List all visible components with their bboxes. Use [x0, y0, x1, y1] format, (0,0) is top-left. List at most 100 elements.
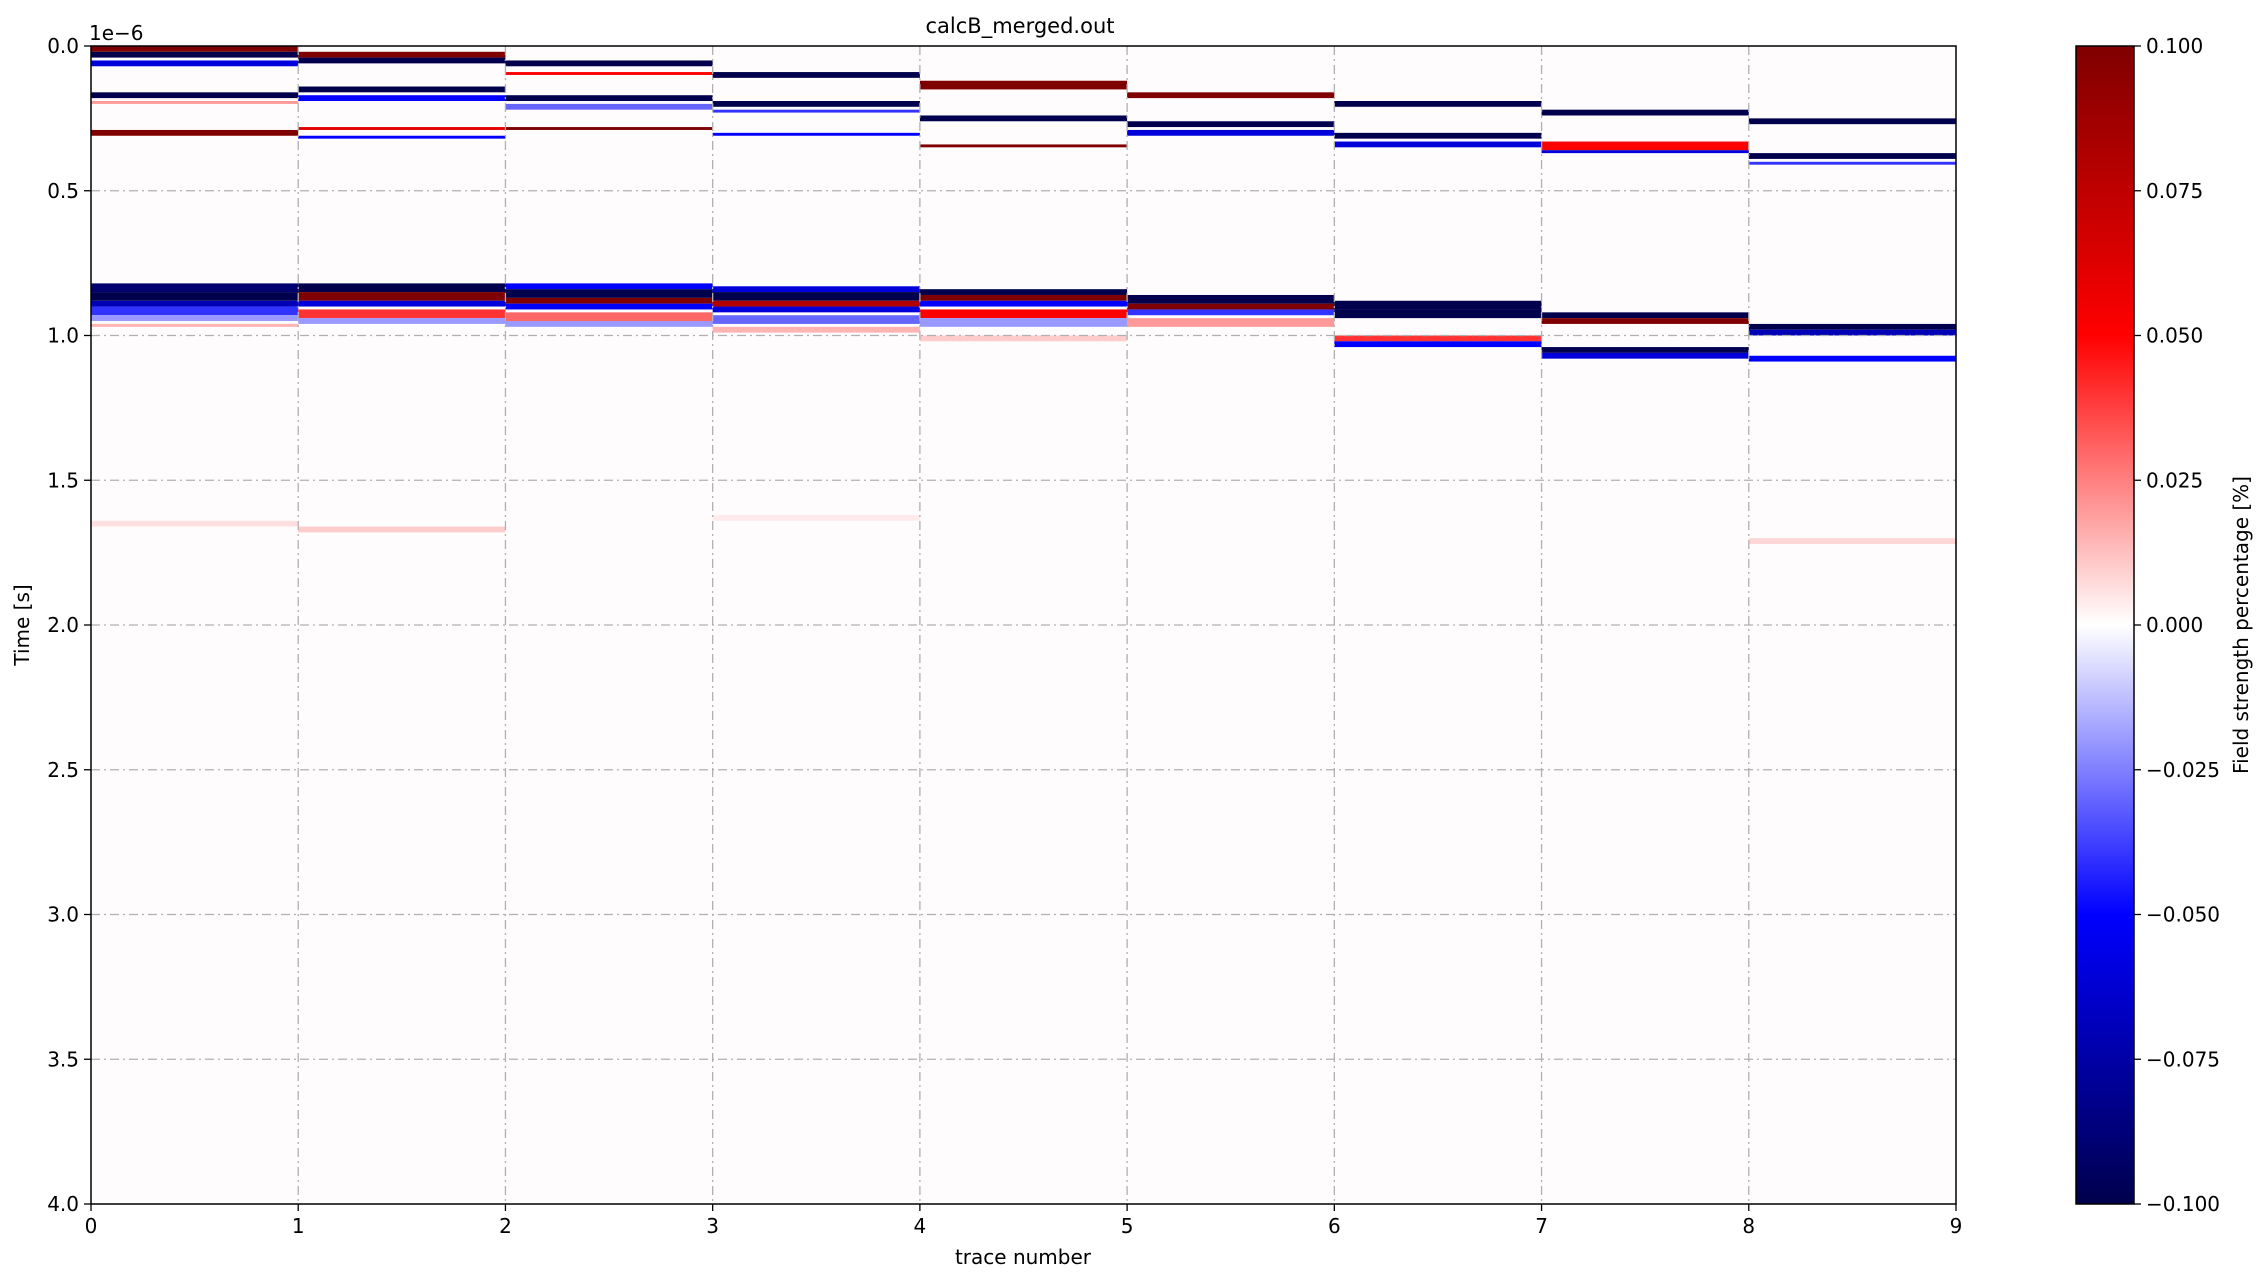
x-axis-ticks: 0 1 2 3 4 5 6 7 8 9: [85, 1204, 1963, 1238]
trace-8-band-2: [1748, 161, 1956, 165]
colorbar-tick-label-7: −0.075: [2146, 1047, 2220, 1071]
trace-0-band-10: [91, 315, 299, 322]
x-tick-label-5: 5: [1121, 1214, 1134, 1238]
trace-5-band-0: [1127, 92, 1335, 99]
y-tick-label-1: 1.0: [47, 324, 79, 348]
trace-1-band-6: [298, 283, 506, 293]
trace-7-band-3: [1541, 312, 1749, 319]
trace-3-band-10: [712, 514, 920, 521]
trace-5-band-6: [1127, 318, 1335, 327]
trace-4-band-5: [919, 300, 1128, 307]
x-tick-label-3: 3: [706, 1214, 719, 1238]
trace-2-band-7: [505, 297, 713, 304]
x-tick-label-6: 6: [1328, 1214, 1341, 1238]
trace-0-band-9: [91, 306, 299, 316]
y-tick-label-3.5: 3.5: [47, 1047, 79, 1071]
trace-5-band-1: [1127, 121, 1335, 128]
trace-4-band-8: [919, 335, 1128, 342]
y-axis-label: Time [s]: [10, 584, 34, 666]
trace-1-band-5: [298, 135, 506, 139]
trace-4-band-6: [919, 309, 1128, 319]
trace-4-band-3: [919, 289, 1128, 295]
trace-5-band-4: [1127, 303, 1335, 310]
trace-1-band-8: [298, 300, 506, 307]
trace-7-band-4: [1541, 318, 1749, 324]
trace-7-band-0: [1541, 109, 1749, 116]
trace-3-band-2: [712, 109, 920, 113]
x-tick-label-8: 8: [1742, 1214, 1755, 1238]
trace-5-band-2: [1127, 129, 1335, 136]
plot-area: 0 1 2 3 4 5 6 7 8 9 0.0 0.5 1.0 1.5 2.0 2.5 3.0 3.5 4.0: [47, 34, 1962, 1238]
trace-5-band-3: [1127, 294, 1335, 304]
trace-2-band-5: [505, 283, 713, 290]
colorbar-tick-label-2: 0.050: [2146, 324, 2203, 348]
x-tick-label-4: 4: [914, 1214, 927, 1238]
trace-2-band-1: [505, 72, 713, 75]
trace-0-band-8: [91, 300, 299, 307]
trace-2-band-4: [505, 127, 713, 130]
grid: [91, 46, 1956, 1204]
trace-7-band-5: [1541, 347, 1749, 353]
trace-1-band-2: [298, 86, 506, 93]
trace-0-band-12: [91, 520, 299, 527]
y-tick-label-4: 4.0: [47, 1192, 79, 1216]
trace-6-band-0: [1334, 101, 1542, 107]
x-tick-label-9: 9: [1950, 1214, 1963, 1238]
trace-1-band-3: [298, 95, 506, 102]
trace-8-band-0: [1748, 118, 1956, 125]
trace-2-band-10: [505, 321, 713, 327]
trace-7-band-2: [1541, 150, 1749, 154]
y-tick-label-1.5: 1.5: [47, 468, 79, 492]
trace-3-band-1: [712, 101, 920, 107]
trace-8-band-4: [1748, 329, 1956, 336]
trace-2-band-2: [505, 95, 713, 102]
colorbar-tick-label-1: 0.075: [2146, 179, 2203, 203]
trace-3-band-5: [712, 292, 920, 301]
y-tick-label-0: 0.0: [47, 34, 79, 58]
trace-2-band-9: [505, 312, 713, 322]
trace-0-band-6: [91, 283, 299, 293]
x-tick-label-1: 1: [292, 1214, 305, 1238]
heatmap-bands: [91, 46, 1956, 544]
colorbar-tick-label-0: 0.100: [2146, 34, 2203, 58]
trace-5-band-5: [1127, 309, 1335, 316]
colorbar-tick-label-5: −0.025: [2146, 758, 2220, 782]
trace-2-band-8: [505, 303, 713, 310]
trace-3-band-0: [712, 72, 920, 78]
y-tick-label-2: 2.0: [47, 613, 79, 637]
y-axis-ticks: 0.0 0.5 1.0 1.5 2.0 2.5 3.0 3.5 4.0: [47, 34, 91, 1216]
trace-3-band-7: [712, 306, 920, 313]
trace-4-band-7: [919, 318, 1128, 327]
trace-1-band-1: [298, 57, 506, 64]
trace-4-band-4: [919, 294, 1128, 301]
trace-3-band-3: [712, 132, 920, 136]
trace-7-band-6: [1541, 352, 1749, 359]
y-offset-label: 1e−6: [89, 21, 144, 45]
y-tick-label-3: 3.0: [47, 903, 79, 927]
trace-0-band-11: [91, 323, 299, 327]
trace-3-band-4: [712, 286, 920, 293]
trace-1-band-11: [298, 526, 506, 533]
trace-4-band-1: [919, 115, 1128, 122]
trace-8-band-5: [1748, 355, 1956, 362]
trace-3-band-9: [712, 326, 920, 333]
trace-0-band-4: [91, 101, 299, 104]
trace-8-band-3: [1748, 323, 1956, 330]
trace-0-band-0: [91, 46, 299, 52]
x-axis-label: trace number: [955, 1245, 1092, 1269]
trace-1-band-7: [298, 292, 506, 301]
trace-4-band-2: [919, 144, 1128, 148]
colorbar: 0.100 0.075 0.050 0.025 0.000 −0.025 −0.050 −0.…: [2075, 34, 2253, 1216]
trace-0-band-1: [91, 51, 299, 58]
x-tick-label-2: 2: [499, 1214, 512, 1238]
trace-0-band-5: [91, 129, 299, 136]
trace-0-band-7: [91, 292, 299, 301]
colorbar-ticks: 0.100 0.075 0.050 0.025 0.000 −0.025 −0.050 −0.…: [2134, 34, 2220, 1216]
colorbar-gradient: [2076, 46, 2134, 1204]
trace-4-band-0: [919, 80, 1128, 90]
trace-1-band-9: [298, 309, 506, 319]
trace-1-band-10: [298, 318, 506, 324]
trace-2-band-6: [505, 289, 713, 298]
trace-6-band-5: [1334, 335, 1542, 342]
trace-6-band-2: [1334, 141, 1542, 148]
